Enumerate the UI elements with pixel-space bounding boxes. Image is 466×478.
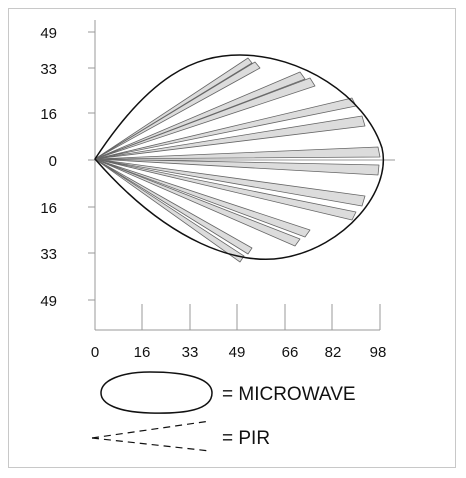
x-tick-label: 98: [370, 344, 387, 361]
y-tick-label: 0: [49, 153, 57, 170]
x-tick-label: 16: [134, 344, 151, 361]
pir-beam: [94, 61, 261, 160]
pir-beam: [94, 158, 245, 263]
pir-beam: [94, 158, 380, 176]
pir-beam: [94, 158, 311, 238]
x-tick-label: 0: [91, 344, 99, 361]
y-tick-label: 16: [40, 200, 57, 217]
y-tick-label: 16: [40, 106, 57, 123]
pir-beam: [94, 158, 301, 247]
y-tick-label: 49: [40, 293, 57, 310]
y-tick-labels: 49 33 16 0 16 33 49: [40, 25, 57, 310]
pir-beam: [94, 97, 357, 160]
microwave-legend-icon: [100, 371, 213, 414]
pir-legend-dash-upper: [91, 420, 211, 439]
legend-microwave: = MICROWAVE: [100, 371, 356, 414]
pir-beams: [94, 57, 381, 263]
x-tick-labels: 0 16 33 49 66 82 98: [91, 344, 387, 361]
pir-beam: [94, 146, 381, 160]
pir-legend-label: = PIR: [222, 428, 270, 449]
x-tick-label: 82: [325, 344, 342, 361]
x-tick-label: 33: [182, 344, 199, 361]
y-tick-label: 33: [40, 61, 57, 78]
y-tick-label: 49: [40, 25, 57, 42]
pir-beam: [94, 115, 366, 160]
microwave-legend-label: = MICROWAVE: [222, 384, 356, 405]
pir-beam: [94, 158, 253, 255]
pir-beam: [94, 158, 366, 207]
pir-legend-dash-lower: [91, 437, 211, 452]
x-tick-label: 66: [282, 344, 299, 361]
y-tick-label: 33: [40, 246, 57, 263]
pir-beam: [94, 71, 306, 160]
pir-beam: [94, 77, 316, 160]
microwave-lobe: [94, 54, 385, 261]
pir-beam: [94, 158, 357, 221]
x-tick-label: 49: [229, 344, 246, 361]
legend-pir: [91, 420, 211, 452]
